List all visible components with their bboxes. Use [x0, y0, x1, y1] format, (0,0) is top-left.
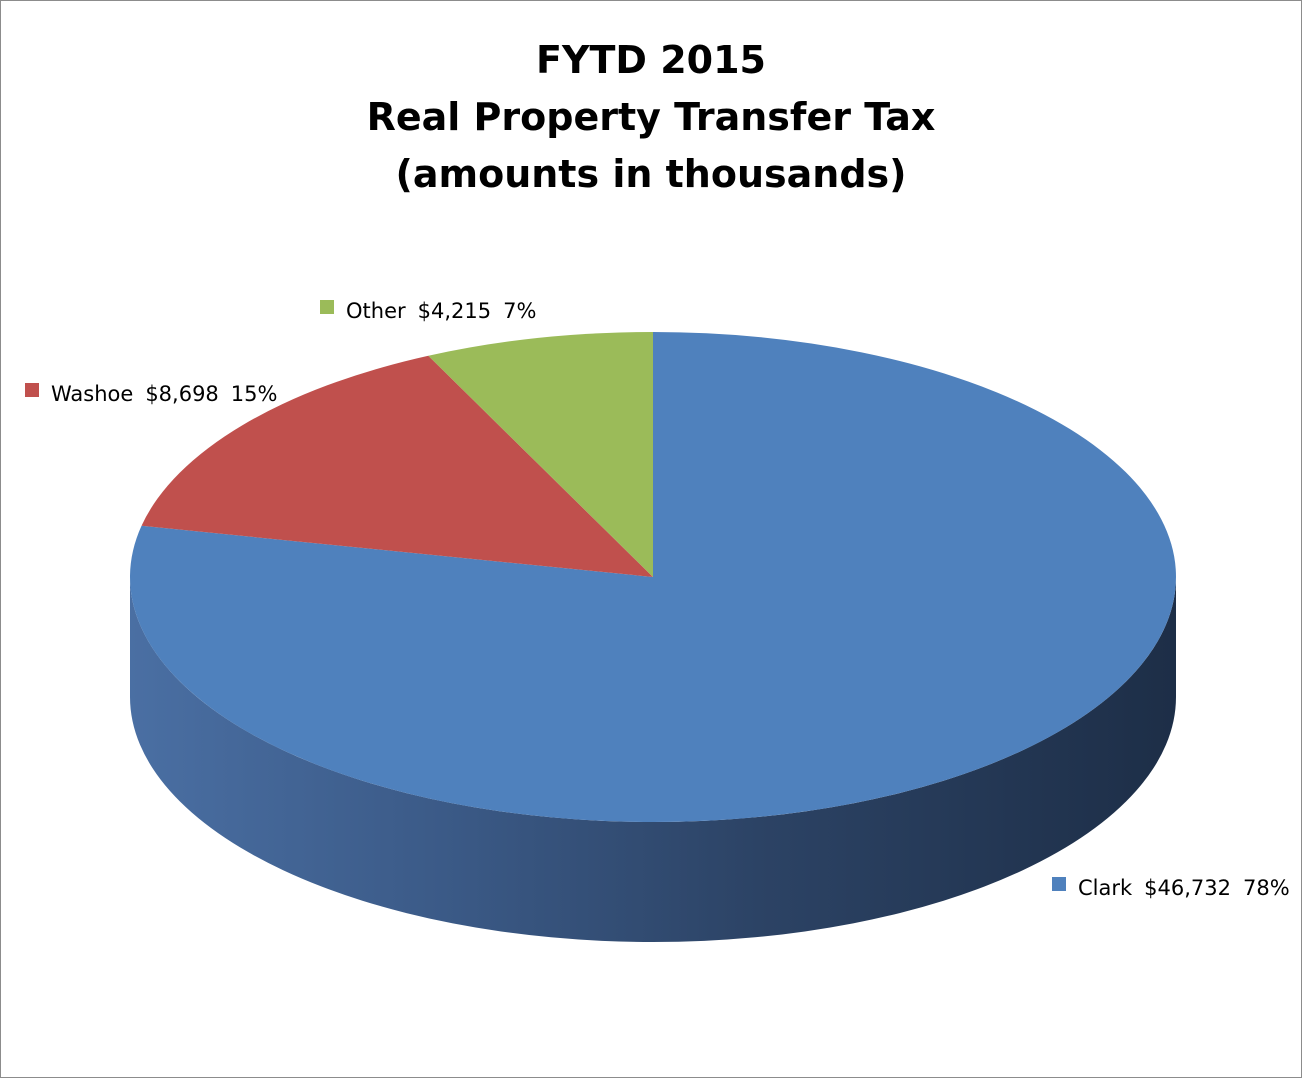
legend-key-other — [320, 300, 334, 314]
pie-slice-washoe — [141, 355, 653, 577]
chart-title-line-2: Real Property Transfer Tax — [366, 95, 936, 139]
data-label-percent-washoe: 15% — [231, 382, 278, 406]
data-label-percent-clark: 78% — [1243, 876, 1290, 900]
legend-key-clark — [1052, 877, 1066, 891]
data-label-percent-other: 7% — [503, 299, 536, 323]
data-label-name-washoe: Washoe — [51, 382, 133, 406]
pie-side-wall-clark — [130, 577, 1176, 942]
pie-side-wall — [130, 577, 1176, 942]
data-label-value-clark: $46,732 — [1144, 876, 1231, 900]
data-label-washoe: Washoe $8,698 15% — [25, 382, 277, 406]
pie-data-labels: Clark $46,732 78% Washoe $8,698 15% Other $4,21… — [25, 299, 1290, 900]
data-label-value-washoe: $8,698 — [145, 382, 218, 406]
data-label-text-other: Other $4,215 7% — [346, 299, 536, 323]
chart-title-line-3: (amounts in thousands) — [395, 152, 907, 196]
data-label-name-other: Other — [346, 299, 406, 323]
data-label-value-other: $4,215 — [418, 299, 491, 323]
pie-slices — [129, 332, 1176, 822]
data-label-other: Other $4,215 7% — [320, 299, 536, 323]
data-label-name-clark: Clark — [1078, 876, 1133, 900]
chart-title: FYTD 2015 Real Property Transfer Tax (am… — [0, 32, 1302, 203]
legend-key-washoe — [25, 383, 39, 397]
data-label-text-washoe: Washoe $8,698 15% — [51, 382, 277, 406]
pie-slice-other — [428, 332, 653, 577]
chart-title-line-1: FYTD 2015 — [536, 38, 766, 82]
data-label-clark: Clark $46,732 78% — [1052, 876, 1290, 900]
data-label-text-clark: Clark $46,732 78% — [1078, 876, 1290, 900]
